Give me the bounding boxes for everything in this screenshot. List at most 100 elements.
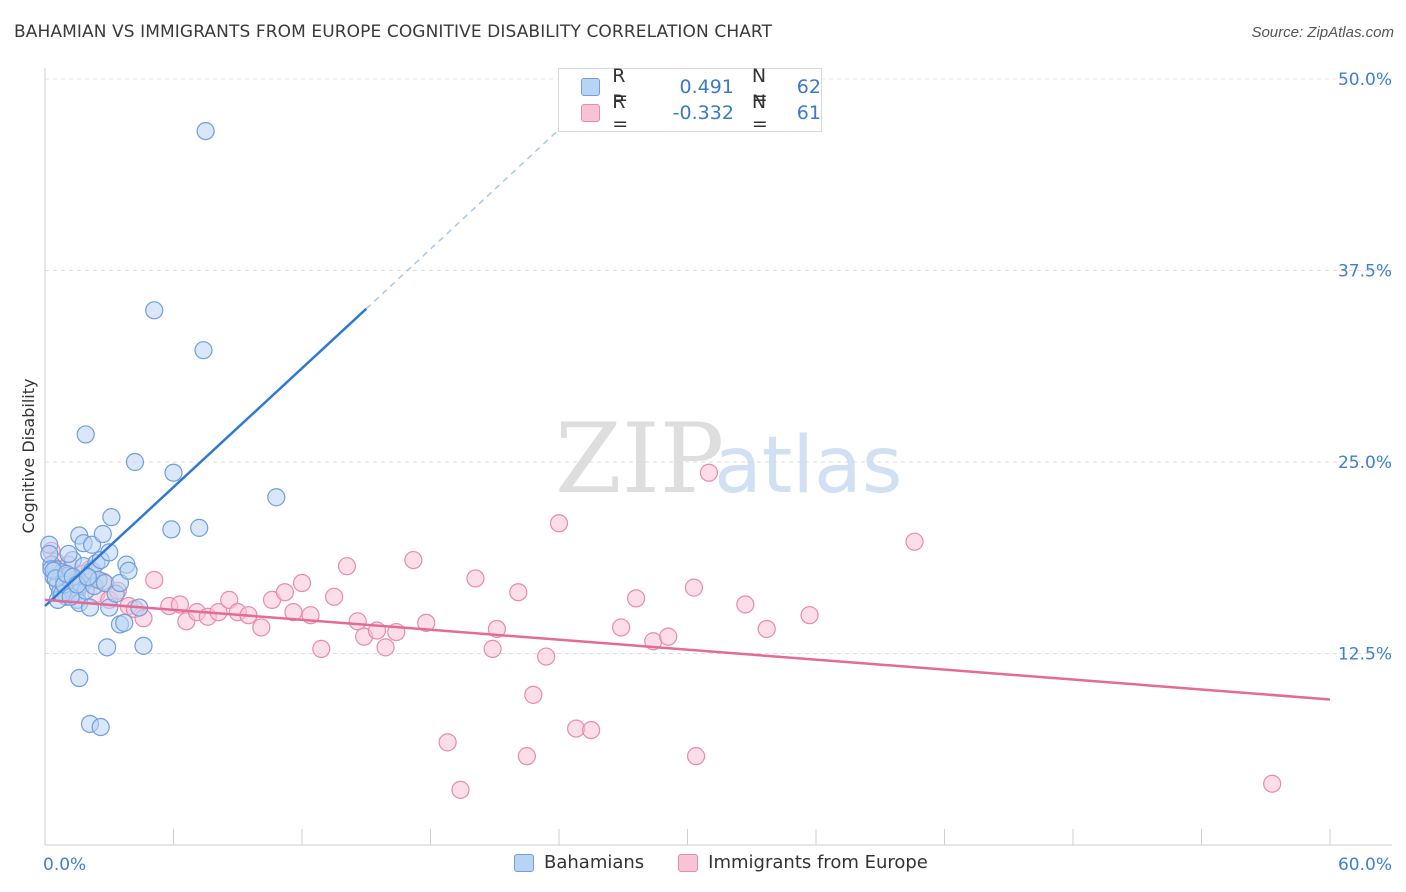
data-point bbox=[612, 618, 631, 637]
data-point bbox=[194, 341, 213, 360]
axes bbox=[44, 68, 1392, 846]
data-point bbox=[517, 747, 536, 766]
legend-row-immigrants: R = -0.332 N = 61 bbox=[581, 91, 821, 135]
data-point bbox=[312, 639, 331, 659]
legend-r-label: R = bbox=[612, 91, 629, 135]
legend-swatch-blue bbox=[514, 853, 534, 872]
data-point bbox=[659, 627, 678, 646]
data-point bbox=[800, 606, 819, 625]
data-point bbox=[757, 619, 776, 639]
legend-r-value: -0.332 bbox=[672, 102, 734, 124]
data-point bbox=[100, 543, 119, 562]
data-point bbox=[567, 719, 586, 738]
data-point bbox=[626, 589, 646, 608]
data-point bbox=[252, 618, 271, 637]
legend-swatch-pink bbox=[678, 853, 699, 872]
legend-n-label: N = bbox=[751, 91, 768, 135]
data-point bbox=[699, 463, 719, 482]
data-point bbox=[686, 747, 706, 766]
data-point bbox=[145, 301, 164, 320]
watermark-atlas: atlas bbox=[714, 421, 903, 511]
data-point bbox=[284, 603, 303, 622]
x-tick-label: 0.0% bbox=[43, 855, 86, 875]
watermark: ZIP atlas bbox=[555, 403, 903, 515]
data-point bbox=[417, 613, 436, 632]
legend-r-value: 0.491 bbox=[679, 76, 734, 98]
data-point bbox=[582, 720, 601, 740]
data-point bbox=[348, 612, 367, 631]
series-legend: Bahamians Immigrants from Europe bbox=[514, 852, 962, 873]
data-point bbox=[115, 613, 134, 632]
y-tick-label: 25.0% bbox=[1338, 453, 1392, 473]
data-point bbox=[275, 583, 294, 602]
data-point bbox=[549, 514, 569, 533]
y-axis-label: Cognitive Disability bbox=[19, 379, 38, 534]
data-point bbox=[102, 508, 121, 527]
legend-swatch-pink bbox=[581, 104, 601, 122]
data-point bbox=[125, 452, 145, 472]
correlation-legend: R = 0.491 N = 62 R = -0.332 N = 61 bbox=[558, 65, 822, 135]
data-point bbox=[40, 544, 59, 564]
data-point bbox=[466, 569, 485, 588]
x-tick-label: 60.0% bbox=[1338, 855, 1392, 875]
chart-title: BAHAMIAN VS IMMIGRANTS FROM EUROPE COGNI… bbox=[14, 22, 773, 42]
data-point bbox=[684, 578, 704, 597]
data-point bbox=[905, 532, 924, 551]
grid-lines bbox=[45, 78, 1392, 654]
legend-n-value: 61 bbox=[796, 102, 821, 124]
data-point bbox=[487, 619, 506, 639]
y-tick-label: 50.0% bbox=[1338, 70, 1392, 90]
data-point bbox=[292, 573, 312, 593]
legend-n-label: N = bbox=[751, 65, 768, 109]
data-point bbox=[1263, 774, 1282, 793]
legend-r-label: R = bbox=[612, 65, 629, 109]
data-point bbox=[404, 550, 423, 570]
data-point bbox=[78, 567, 97, 587]
series-bahamians bbox=[40, 121, 286, 737]
data-point bbox=[196, 121, 215, 141]
data-point bbox=[145, 570, 164, 590]
trend-lines bbox=[44, 109, 1331, 701]
legend-label-bahamians: Bahamians bbox=[544, 852, 645, 873]
data-point bbox=[483, 639, 502, 659]
legend-row-bahamians: R = 0.491 N = 62 bbox=[581, 65, 821, 109]
trend-line-bahamians-extension bbox=[365, 109, 581, 310]
legend-swatch-blue bbox=[581, 78, 601, 96]
legend-label-immigrants: Immigrants from Europe bbox=[708, 852, 928, 873]
data-point bbox=[93, 524, 112, 544]
data-point bbox=[70, 668, 89, 688]
data-point bbox=[170, 595, 190, 614]
data-point bbox=[524, 685, 543, 704]
source-label: Source: ZipAtlas.com bbox=[1251, 24, 1394, 41]
data-point bbox=[190, 518, 209, 537]
data-point bbox=[325, 587, 344, 606]
data-point bbox=[134, 636, 153, 655]
data-point bbox=[91, 717, 110, 737]
legend-n-value: 62 bbox=[796, 76, 821, 98]
data-point bbox=[376, 638, 395, 657]
data-point bbox=[119, 561, 138, 580]
data-point bbox=[509, 583, 528, 602]
data-point bbox=[76, 425, 95, 444]
tick-labels: 12.5% 25.0% 37.5% 50.0% 0.0% 60.0% bbox=[43, 70, 1392, 875]
data-point bbox=[267, 488, 286, 507]
data-point bbox=[164, 463, 183, 482]
trend-line-immigrants bbox=[44, 598, 1331, 701]
trend-line-bahamians bbox=[44, 307, 368, 607]
y-tick-label: 12.5% bbox=[1338, 645, 1392, 665]
watermark-zip: ZIP bbox=[555, 403, 724, 515]
legend-item-immigrants[interactable]: Immigrants from Europe bbox=[678, 852, 928, 873]
data-point bbox=[162, 520, 181, 539]
data-point bbox=[98, 638, 117, 657]
y-tick-label: 37.5% bbox=[1338, 262, 1392, 282]
data-point bbox=[337, 557, 357, 576]
data-point bbox=[736, 595, 755, 614]
data-point bbox=[83, 535, 102, 554]
legend-item-bahamians[interactable]: Bahamians bbox=[514, 852, 644, 873]
data-point bbox=[80, 598, 100, 617]
data-point bbox=[59, 544, 78, 564]
data-point bbox=[537, 647, 556, 666]
data-point bbox=[438, 733, 457, 752]
data-point bbox=[451, 780, 470, 799]
